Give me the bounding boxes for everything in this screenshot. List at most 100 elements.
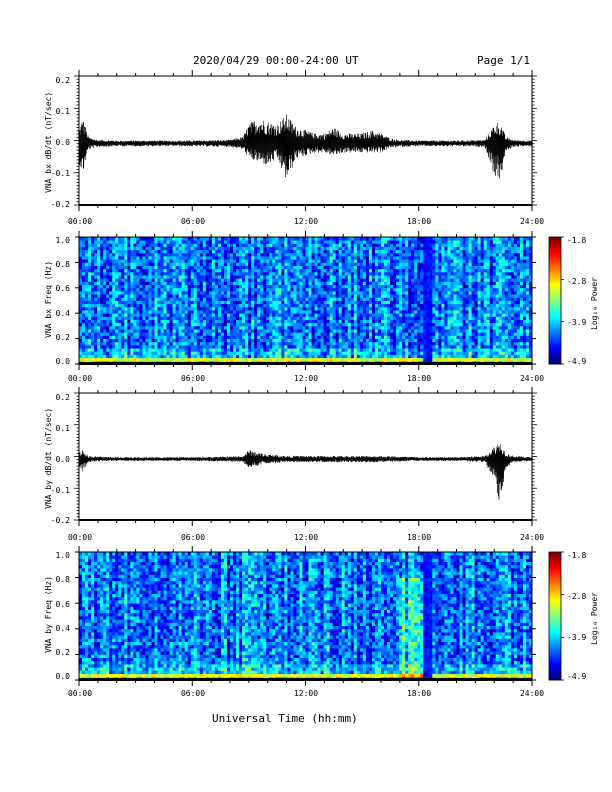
spectrogram-cell: [124, 335, 128, 339]
spectrogram-cell: [293, 290, 297, 295]
spectrogram-cell: [335, 338, 340, 343]
spectrogram-cell: [332, 284, 337, 289]
spectrogram-cell: [311, 252, 315, 257]
spectrogram-cell: [272, 259, 276, 263]
spectrogram-cell: [233, 278, 237, 282]
spectrogram-cell: [196, 313, 201, 317]
spectrogram-cell: [435, 354, 439, 359]
spectrogram-cell: [438, 259, 442, 263]
spectrogram-cell: [160, 265, 164, 270]
spectrogram-cell: [94, 275, 98, 279]
spectrogram-cell: [305, 243, 309, 247]
spectrogram-cell: [112, 271, 116, 276]
spectrogram-cell: [284, 271, 288, 276]
spectrogram-cell: [335, 252, 340, 257]
spectrogram-cell: [100, 259, 104, 263]
spectrogram-cell: [414, 303, 418, 308]
spectrogram-cell: [109, 348, 113, 352]
spectrogram-cell: [359, 354, 364, 359]
spectrogram-cell: [426, 316, 430, 320]
spectrogram-cell: [184, 351, 189, 355]
spectrogram-cell: [356, 256, 361, 260]
spectrogram-cell: [91, 284, 95, 289]
spectrogram-cell: [230, 278, 234, 282]
spectrogram-cell: [208, 329, 213, 333]
spectrogram-cell: [365, 319, 370, 324]
spectrogram-cell: [438, 281, 442, 286]
spectrogram-cell: [390, 329, 394, 333]
spectrogram-cell: [296, 313, 300, 317]
spectrogram-cell: [121, 259, 125, 263]
spectrogram-cell: [254, 281, 258, 286]
spectrogram-cell: [193, 354, 198, 359]
spectrogram-cell: [402, 294, 406, 298]
spectrogram-cell: [263, 300, 267, 305]
spectrogram-cell: [371, 265, 376, 270]
spectrogram-cell: [399, 271, 403, 276]
spectrogram-cell: [112, 268, 116, 273]
spectrogram-cell: [429, 265, 433, 270]
spectrogram-cell: [133, 259, 137, 263]
spectrogram-cell: [82, 351, 86, 355]
spectrogram-cell: [290, 348, 294, 352]
spectrogram-cell: [381, 240, 385, 244]
spectrogram-cell: [399, 329, 403, 333]
spectrogram-cell: [420, 256, 424, 260]
spectrogram-cell: [245, 275, 249, 279]
spectrogram-cell: [390, 344, 394, 349]
spectrogram-cell: [314, 246, 318, 251]
spectrogram-cell: [332, 252, 337, 257]
spectrogram-cell: [405, 322, 409, 327]
spectrogram-cell: [223, 338, 228, 343]
spectrogram-cell: [384, 278, 388, 282]
spectrogram-cell: [444, 341, 448, 346]
spectrogram-cell: [435, 252, 439, 257]
spectrogram-cell: [323, 332, 328, 336]
spectrogram-cell: [193, 351, 198, 355]
spectrogram-cell: [278, 252, 282, 257]
spectrogram-cell: [97, 240, 101, 244]
spectrogram-cell: [169, 246, 174, 251]
spectrogram-cell: [281, 335, 285, 339]
spectrogram-cell: [196, 351, 201, 355]
spectrogram-cell: [426, 319, 430, 324]
spectrogram-cell: [202, 329, 207, 333]
spectrogram-cell: [420, 249, 424, 254]
spectrogram-cell: [139, 319, 143, 324]
spectrogram-cell: [97, 322, 101, 327]
spectrogram-cell: [199, 341, 204, 346]
spectrogram-cell: [399, 319, 403, 324]
spectrogram-cell: [91, 256, 95, 260]
spectrogram-cell: [85, 341, 89, 346]
spectrogram-cell: [136, 351, 140, 355]
spectrogram-cell: [118, 313, 122, 317]
spectrogram-cell: [233, 249, 237, 254]
spectrogram-cell: [344, 313, 349, 317]
spectrogram-cell: [226, 268, 231, 273]
spectrogram-cell: [230, 300, 234, 305]
spectrogram-cell: [432, 249, 436, 254]
spectrogram-cell: [381, 303, 385, 308]
spectrogram-cell: [133, 322, 137, 327]
spectrogram-cell: [184, 249, 189, 254]
spectrogram-cell: [290, 325, 294, 330]
spectrogram-cell: [181, 351, 186, 355]
spectrogram-cell: [317, 294, 321, 298]
spectrogram-cell: [124, 306, 128, 311]
spectrogram-cell: [272, 332, 276, 336]
spectrogram-cell: [239, 290, 243, 295]
spectrogram-cell: [178, 249, 183, 254]
spectrogram-cell: [130, 335, 134, 339]
spectrogram-cell: [208, 237, 213, 241]
spectrogram-cell: [82, 278, 86, 282]
spectrogram-cell: [248, 357, 252, 362]
spectrogram-cell: [157, 341, 161, 346]
spectrogram-cell: [414, 306, 418, 311]
spectrogram-cell: [130, 351, 134, 355]
spectrogram-cell: [205, 338, 210, 343]
spectrogram-cell: [396, 243, 400, 247]
spectrogram-cell: [296, 300, 300, 305]
spectrogram-cell: [320, 275, 325, 279]
spectrogram-cell: [290, 275, 294, 279]
spectrogram-cell: [184, 271, 189, 276]
